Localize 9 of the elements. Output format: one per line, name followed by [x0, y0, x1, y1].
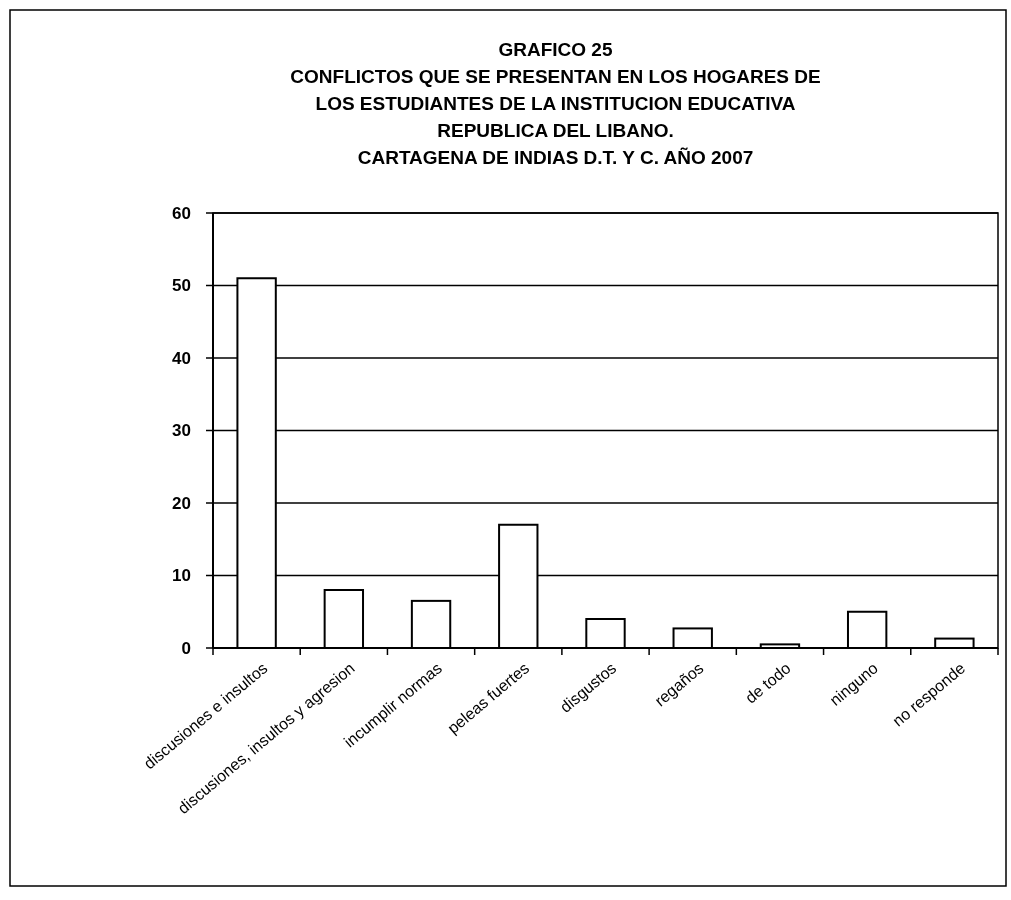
- y-tick-label: 30: [172, 421, 191, 441]
- y-tick-label: 60: [172, 203, 191, 223]
- chart-title: GRAFICO 25 CONFLICTOS QUE SE PRESENTAN EN LOS HOGARES DE LOS ESTUDIANTES DE LA INSTITUCION EDUCATIVA REPUBLICA DEL LIBANO. CARTAGENA DE INDIAS D.T. Y C. AÑO 2007: [290, 39, 821, 168]
- y-tick-label: 20: [172, 493, 191, 513]
- y-tick-label: 10: [172, 566, 191, 586]
- y-tick-label: 50: [172, 276, 191, 296]
- x-tick-label: de todo: [742, 659, 794, 707]
- y-tick-label: 0: [181, 638, 191, 658]
- y-tick-label: 40: [172, 348, 191, 368]
